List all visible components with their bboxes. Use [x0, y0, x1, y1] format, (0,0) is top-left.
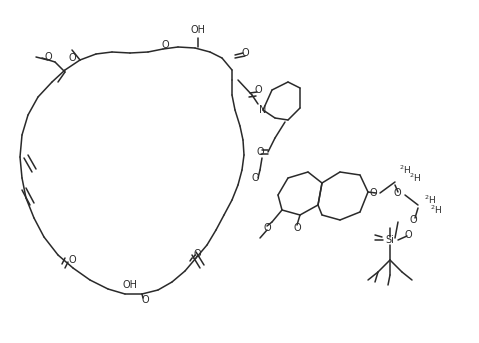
Text: Si: Si [386, 235, 394, 245]
Text: O: O [263, 223, 271, 233]
Text: O: O [369, 188, 377, 198]
Text: O: O [393, 188, 401, 198]
Text: $^{2}$H: $^{2}$H [409, 172, 421, 184]
Text: OH: OH [191, 25, 205, 35]
Text: O: O [161, 40, 169, 50]
Text: N: N [259, 105, 267, 115]
Text: O: O [241, 48, 249, 58]
Text: O: O [254, 85, 262, 95]
Text: O: O [293, 223, 301, 233]
Text: OH: OH [123, 280, 137, 290]
Text: O: O [251, 173, 259, 183]
Text: O: O [141, 295, 149, 305]
Text: $^{2}$H: $^{2}$H [399, 164, 411, 176]
Text: O: O [193, 249, 201, 259]
Text: O: O [68, 53, 76, 63]
Text: $^{2}$H: $^{2}$H [430, 204, 442, 216]
Text: O: O [256, 147, 264, 157]
Text: O: O [44, 52, 52, 62]
Text: O: O [409, 215, 417, 225]
Text: O: O [68, 255, 76, 265]
Text: $^{2}$H: $^{2}$H [424, 194, 436, 206]
Text: O: O [404, 230, 412, 240]
